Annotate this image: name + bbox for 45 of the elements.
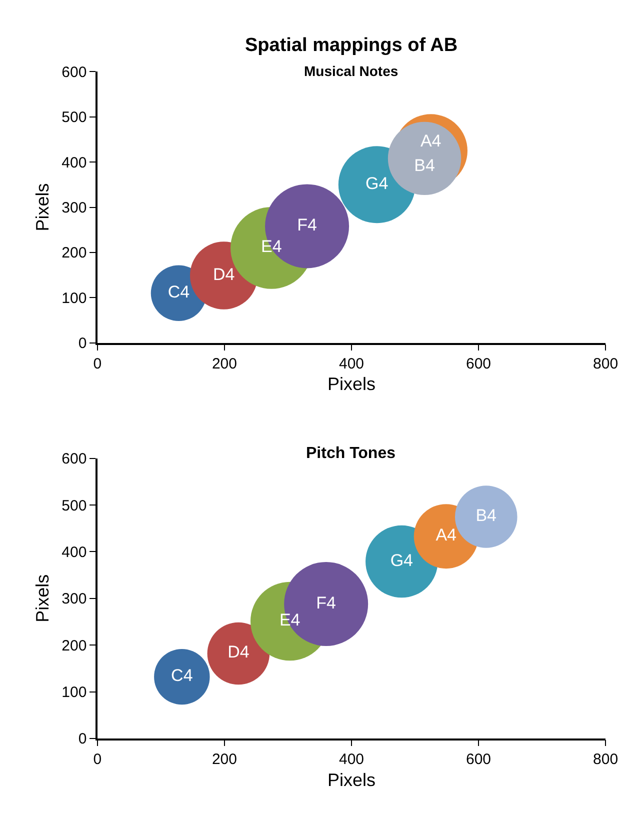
- y-tick-label: 100: [62, 684, 87, 702]
- x-tick-label: 400: [338, 751, 364, 768]
- series-label: E4: [261, 237, 282, 256]
- y-axis-title: Pixels: [32, 183, 52, 232]
- x-tick-label: 0: [93, 356, 102, 373]
- series-label: B4: [414, 156, 435, 176]
- x-tick-label: 600: [466, 356, 492, 373]
- series-label: E4: [279, 610, 300, 630]
- y-tick-label: 0: [78, 730, 87, 748]
- chart-title: Spatial mappings of AB: [245, 35, 458, 56]
- x-axis-title: Pixels: [327, 770, 376, 790]
- series-label: A4: [436, 526, 457, 545]
- chart-title: Pitch Tones: [306, 445, 396, 462]
- y-tick-label: 400: [62, 544, 87, 561]
- x-tick-label: 200: [212, 356, 237, 373]
- x-tick-label: 200: [212, 751, 237, 768]
- y-tick-label: 200: [62, 637, 87, 654]
- y-tick-label: 400: [62, 154, 87, 172]
- series-label: F4: [297, 215, 317, 234]
- series-label: B4: [476, 506, 497, 525]
- x-tick-label: 800: [593, 356, 618, 373]
- y-tick-label: 300: [62, 200, 87, 217]
- series-label: C4: [168, 282, 190, 302]
- y-tick-label: 300: [62, 590, 87, 608]
- series-label: A4: [420, 131, 442, 150]
- y-tick-label: 100: [62, 290, 87, 307]
- series-label: G4: [366, 174, 388, 193]
- y-axis-title: Pixels: [32, 574, 52, 622]
- y-tick-label: 500: [62, 497, 87, 514]
- y-tick-label: 0: [78, 335, 87, 352]
- x-tick-label: 800: [593, 751, 618, 768]
- x-tick-label: 600: [466, 751, 492, 768]
- series-label: D4: [228, 642, 250, 662]
- series-label: C4: [171, 666, 193, 686]
- y-tick-label: 500: [62, 109, 87, 126]
- x-tick-label: 400: [338, 356, 364, 373]
- y-tick-label: 600: [62, 64, 87, 81]
- chart-subtitle: Musical Notes: [304, 63, 398, 79]
- x-tick-label: 0: [93, 751, 102, 768]
- y-tick-label: 600: [62, 450, 87, 468]
- series-label: F4: [316, 593, 336, 612]
- y-tick-label: 200: [62, 244, 87, 262]
- x-axis-title: Pixels: [327, 374, 376, 394]
- series-label: D4: [212, 264, 235, 284]
- series-label: G4: [390, 550, 414, 570]
